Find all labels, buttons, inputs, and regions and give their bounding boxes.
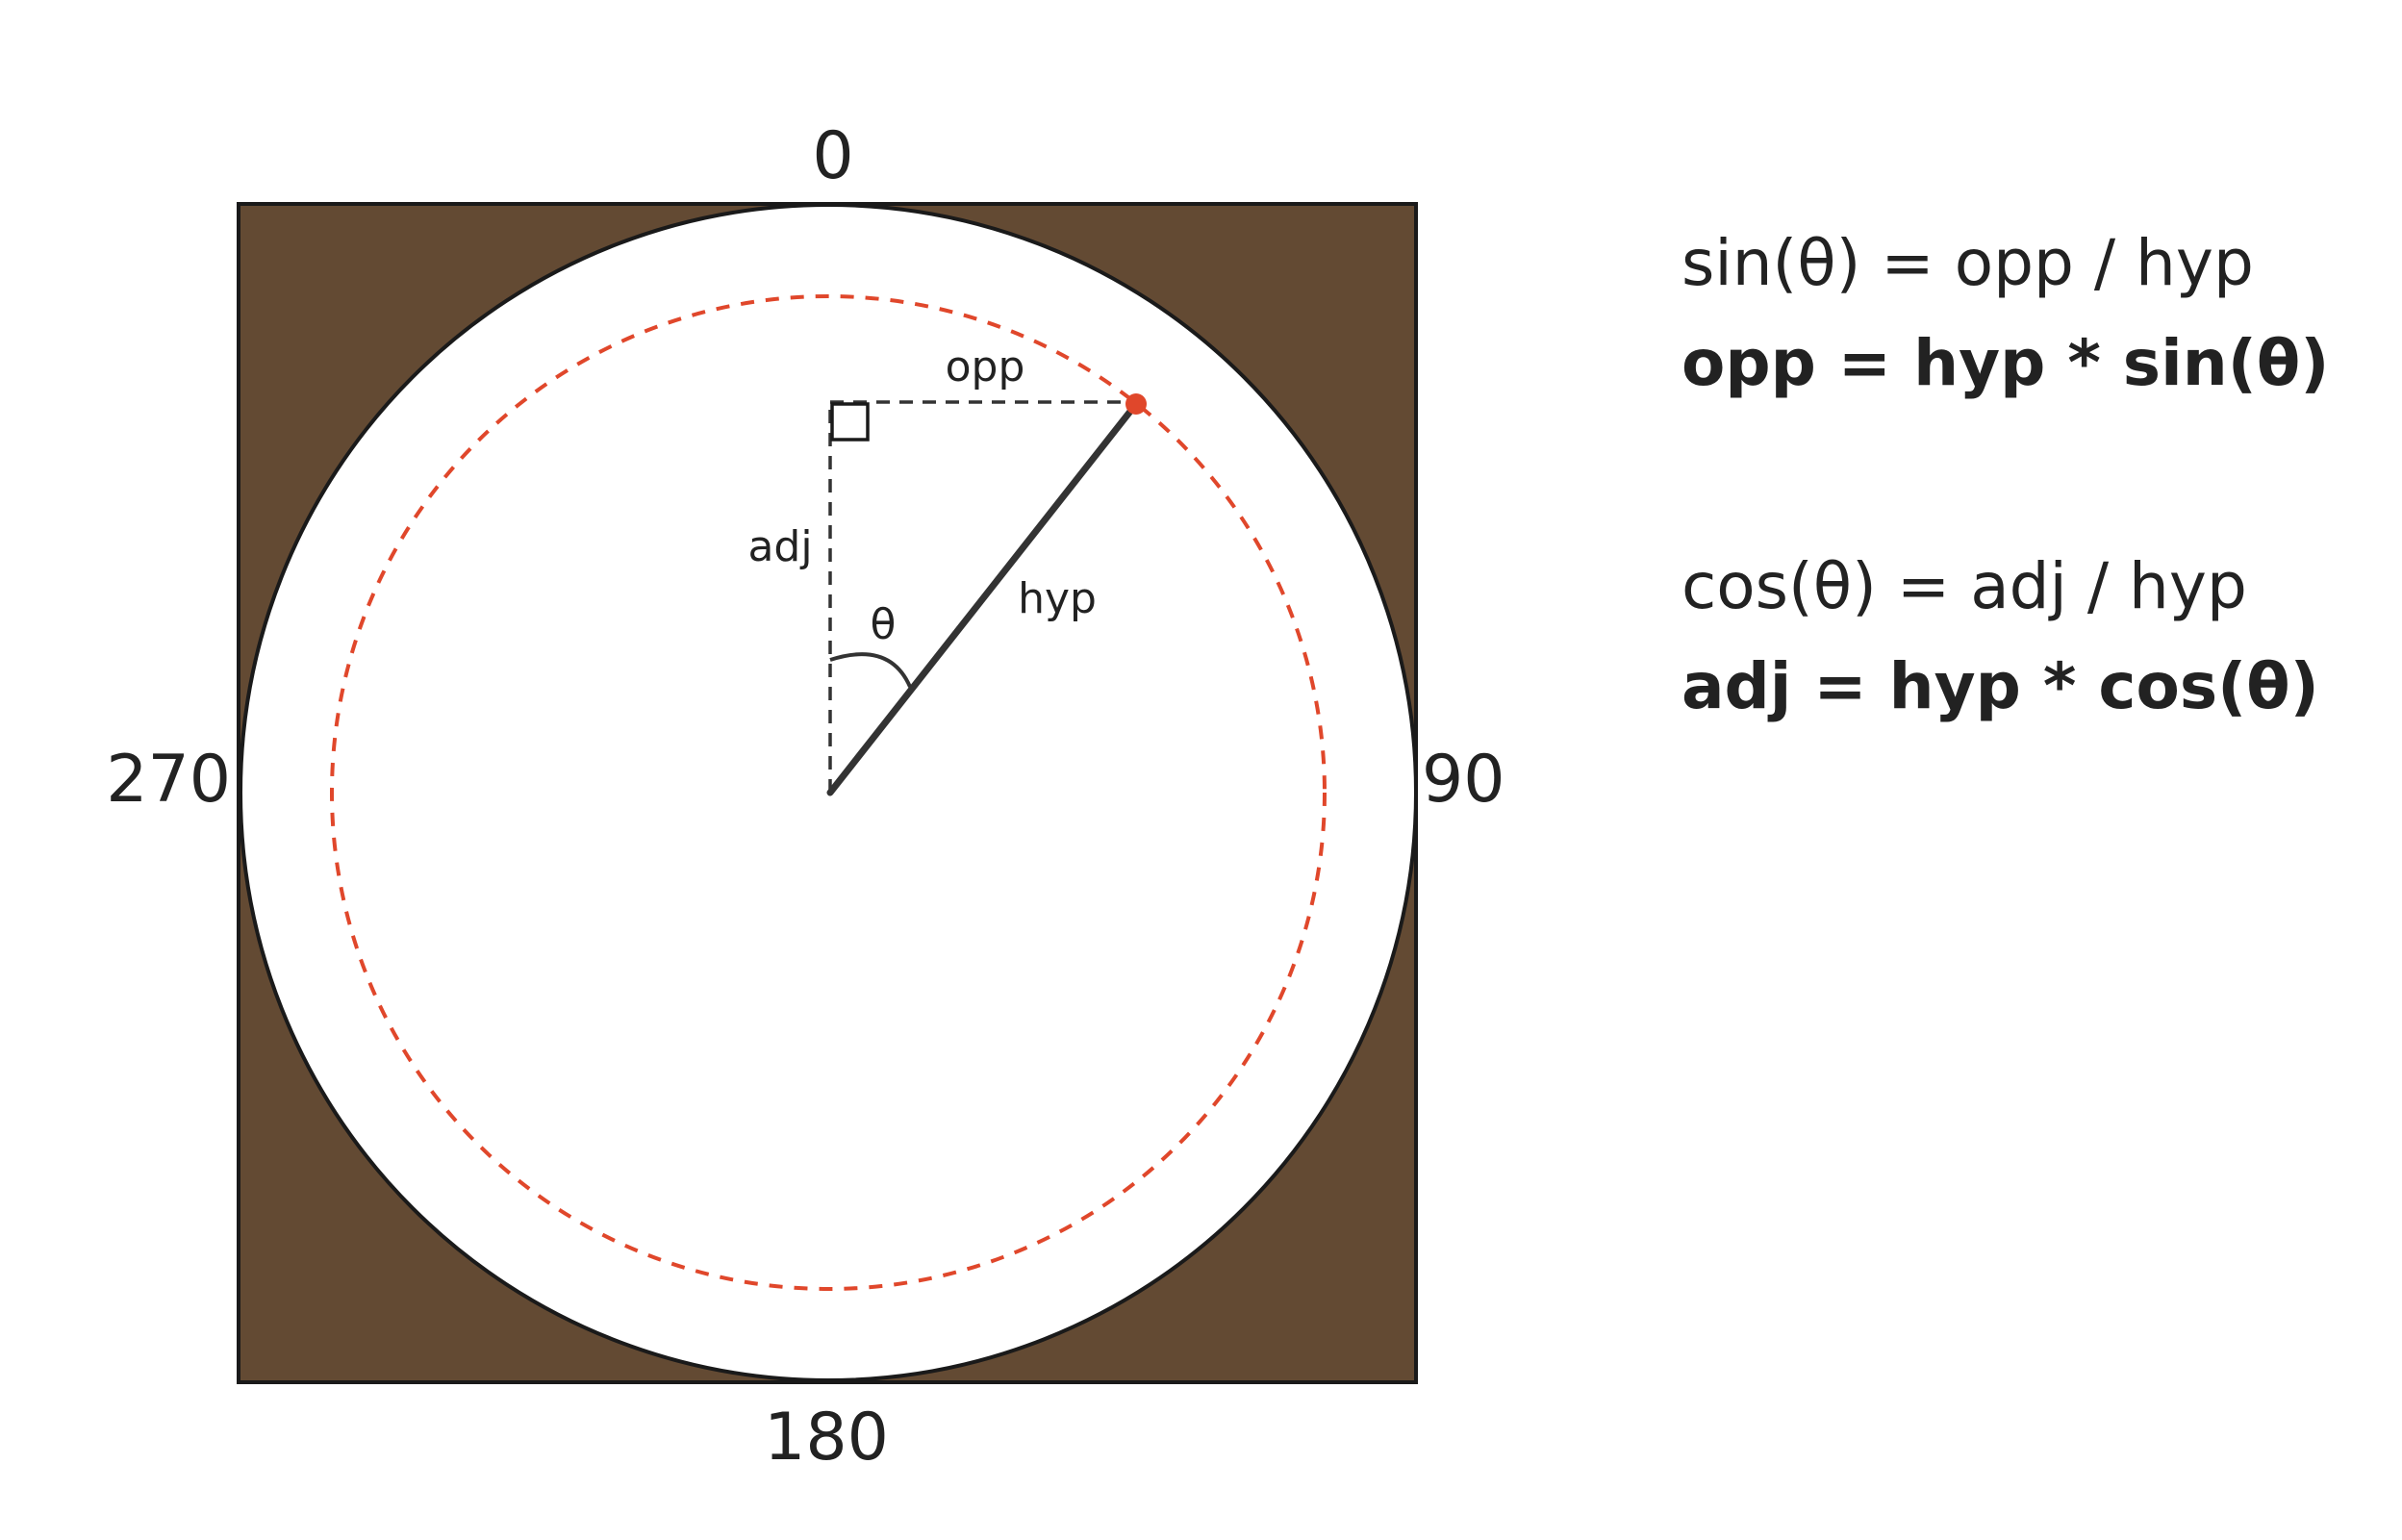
angle-label-top: 0: [812, 118, 853, 194]
theta-angle-arc: [829, 652, 912, 688]
opp-solution: opp = hyp * sin(θ): [1681, 326, 2330, 400]
adj-solution: adj = hyp * cos(θ): [1681, 649, 2319, 723]
formula-panel: sin(θ) = opp / hyp opp = hyp * sin(θ) co…: [1681, 214, 2393, 737]
red-dot-icon: [1125, 393, 1147, 415]
angle-label-left: 270: [106, 742, 231, 818]
angle-label-bottom: 180: [764, 1400, 889, 1476]
sin-definition: sin(θ) = opp / hyp: [1681, 226, 2254, 300]
cos-definition: cos(θ) = adj / hyp: [1681, 549, 2247, 623]
angle-label-right: 90: [1422, 742, 1505, 818]
opp-label: opp: [946, 342, 1025, 391]
hyp-label: hyp: [1018, 574, 1097, 623]
adj-label: adj: [747, 522, 812, 571]
dashed-orbit-circle: [330, 294, 1327, 1291]
hypotenuse-line: [826, 400, 1140, 796]
formula-spacer: [1681, 414, 2393, 537]
square-marker-icon: [830, 402, 870, 442]
theta-label: θ: [871, 600, 897, 649]
